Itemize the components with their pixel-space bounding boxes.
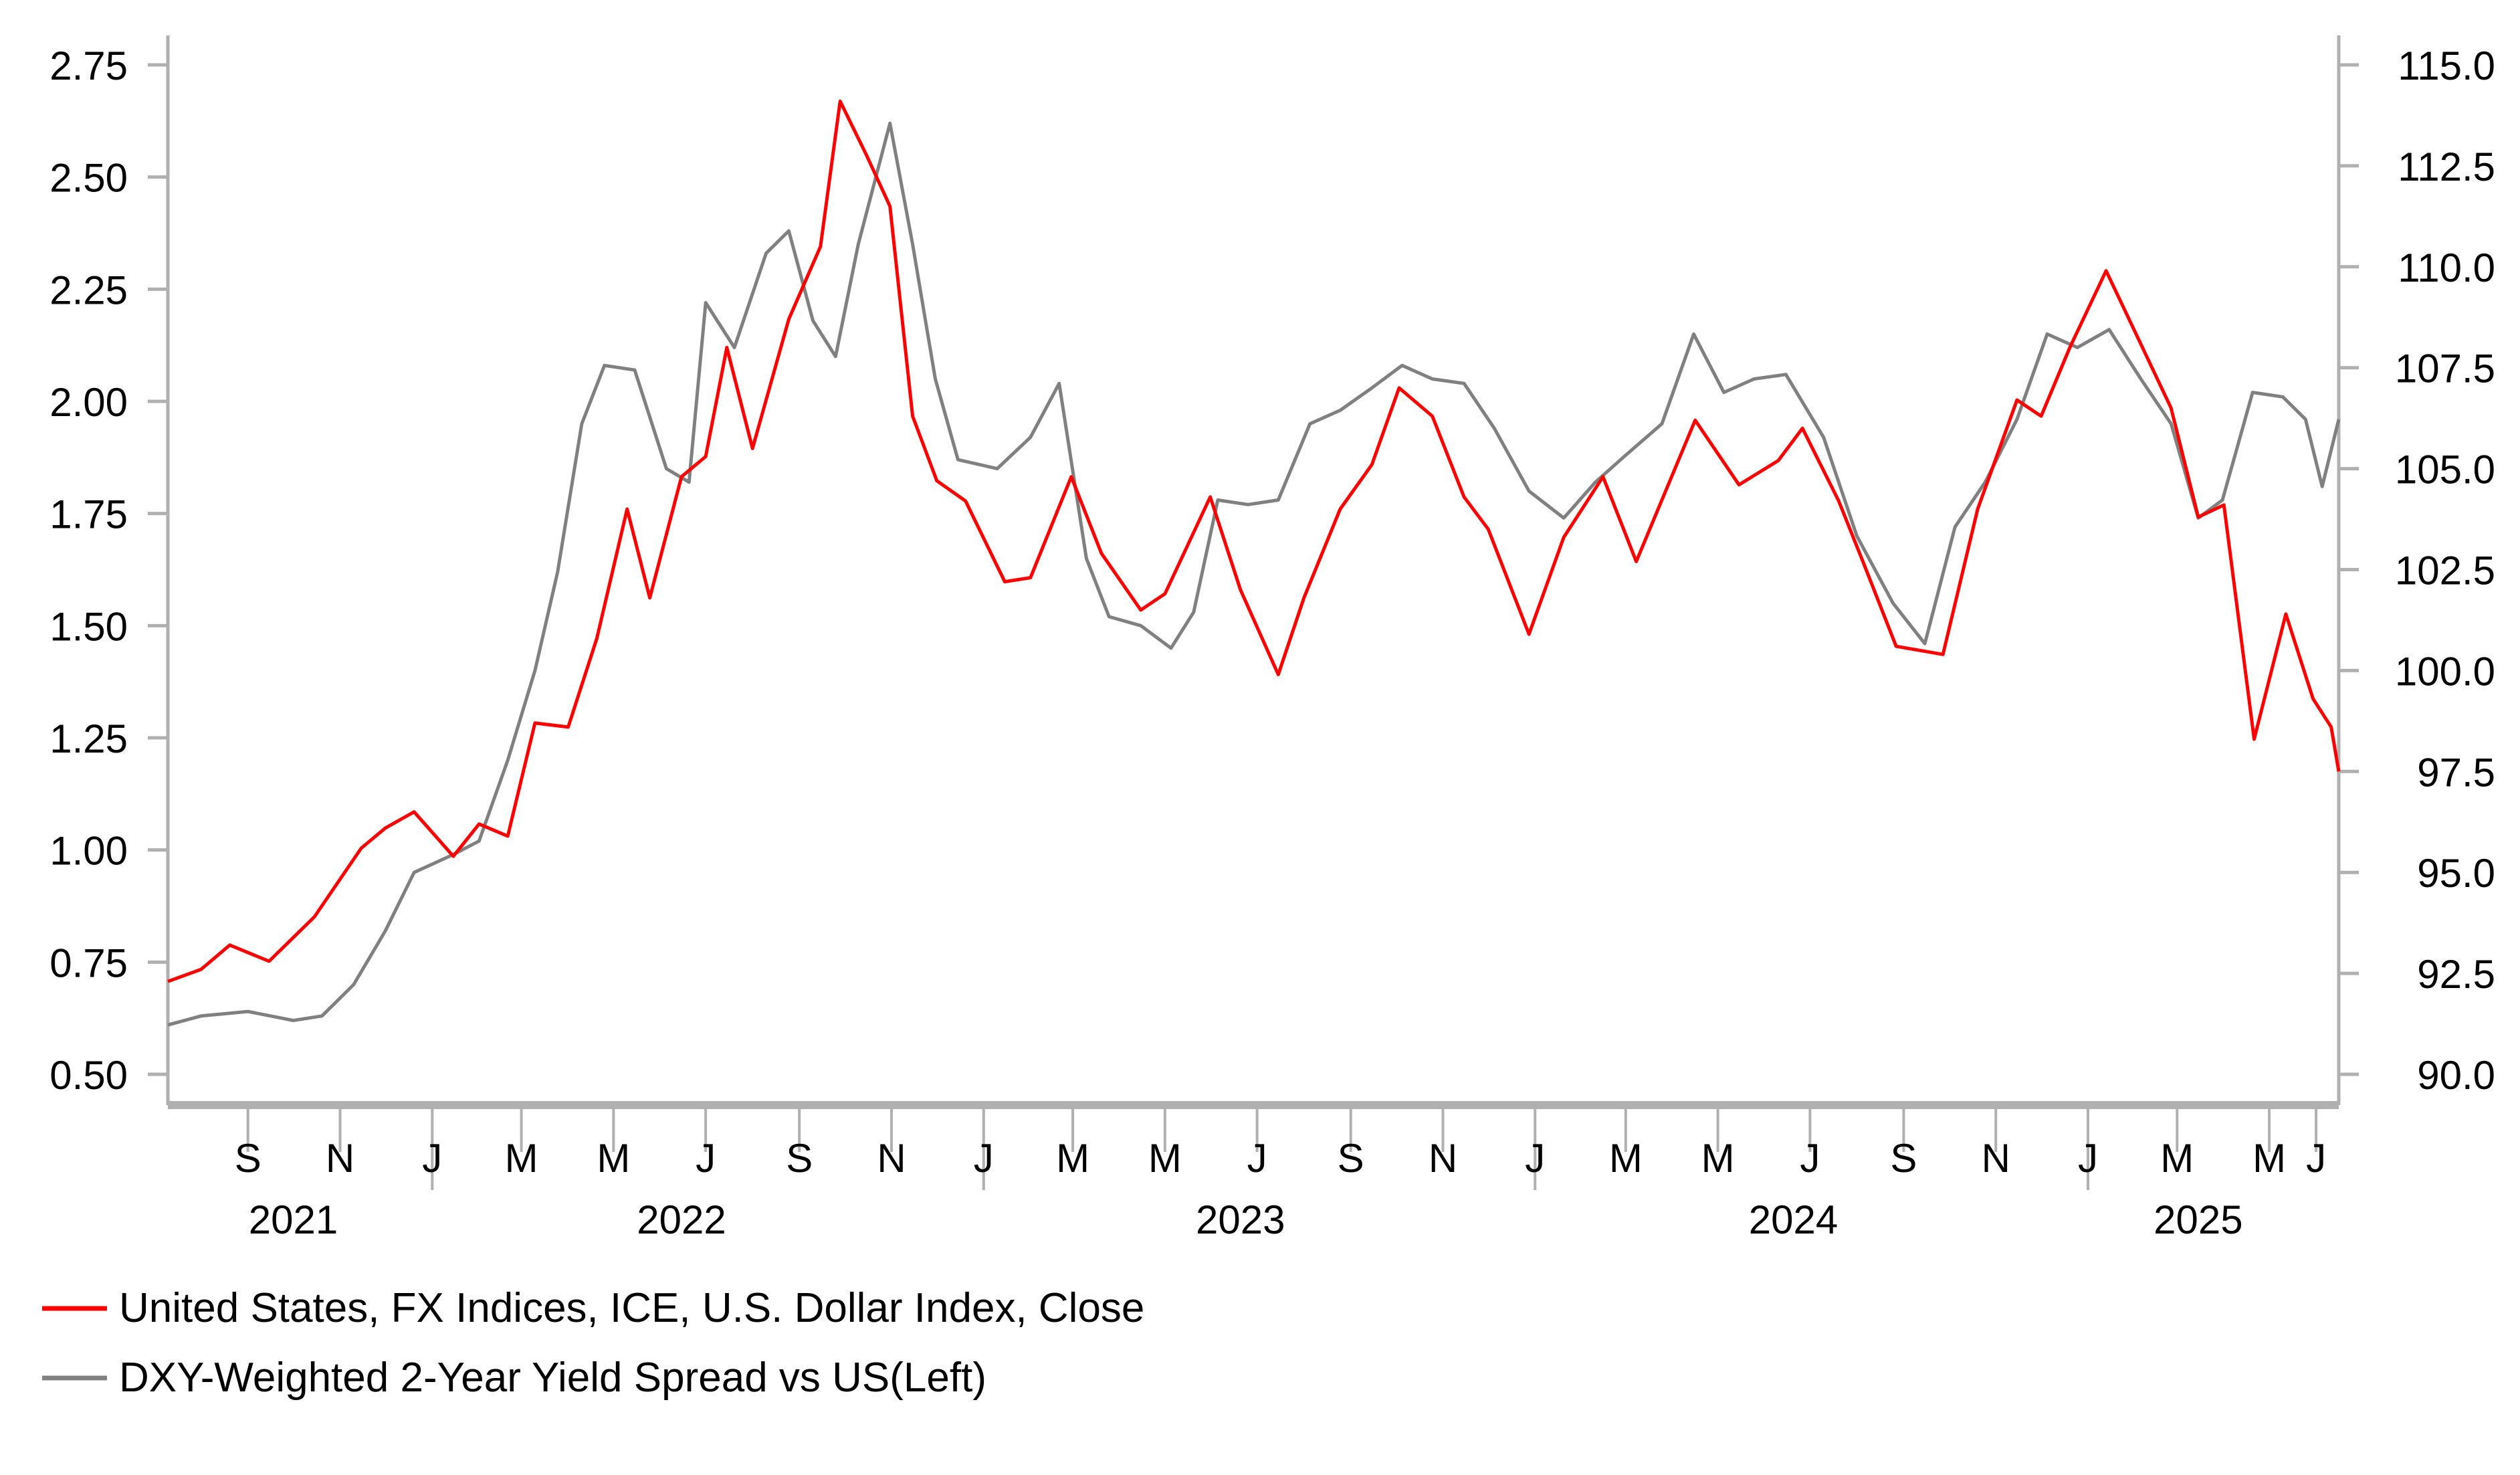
month-tick-label: J	[2306, 1136, 2326, 1181]
month-tick-label: S	[235, 1136, 261, 1181]
month-tick-label: M	[1609, 1136, 1643, 1181]
month-tick-label: S	[786, 1136, 813, 1181]
left-tick-label: 2.50	[49, 156, 128, 201]
right-tick-label: 102.5	[2395, 549, 2495, 593]
month-tick-label: J	[422, 1136, 442, 1181]
right-tick-label: 110.0	[2398, 245, 2495, 290]
left-tick-label: 0.50	[49, 1053, 128, 1098]
right-tick-label: 100.0	[2395, 649, 2495, 694]
month-tick-label: M	[2252, 1136, 2286, 1181]
legend-label: DXY-Weighted 2-Year Yield Spread vs US(L…	[119, 1355, 986, 1401]
legend-label: United States, FX Indices, ICE, U.S. Dol…	[119, 1285, 1144, 1331]
left-tick-label: 2.75	[49, 43, 128, 88]
series-lines	[167, 99, 2341, 1027]
year-label: 2021	[249, 1197, 338, 1242]
month-tick-label: N	[1429, 1136, 1457, 1181]
month-tick-label: M	[505, 1136, 538, 1181]
month-tick-label: N	[326, 1136, 354, 1181]
right-tick-label: 107.5	[2395, 347, 2495, 391]
month-tick-label: J	[696, 1136, 716, 1181]
month-tick-label: M	[1148, 1136, 1182, 1181]
right-tick-label: 95.0	[2417, 851, 2495, 896]
left-tick-label: 2.25	[49, 268, 128, 312]
month-tick-label: M	[597, 1136, 630, 1181]
right-tick-label: 97.5	[2417, 750, 2495, 795]
month-tick-label: J	[2078, 1136, 2098, 1181]
yield-spread-line	[167, 121, 2341, 1027]
left-tick-label: 0.75	[49, 941, 128, 985]
left-tick-label: 1.25	[49, 716, 128, 761]
month-tick-label: M	[2160, 1136, 2194, 1181]
month-tick-label: J	[1800, 1136, 1820, 1181]
month-tick-label: J	[1247, 1136, 1267, 1181]
right-tick-label: 112.5	[2398, 144, 2495, 189]
month-tick-label: N	[877, 1136, 906, 1181]
month-tick-label: J	[1525, 1136, 1545, 1181]
axes: 0.50 0.75 1.00 1.25 1.50 1.75 2.00 2.25 2.50 2.75…	[49, 35, 2495, 1242]
month-tick-label: S	[1338, 1136, 1364, 1181]
left-tick-label: 1.75	[49, 492, 128, 537]
right-tick-label: 105.0	[2395, 448, 2495, 492]
year-label: 2023	[1196, 1197, 1285, 1242]
right-tick-label: 90.0	[2417, 1053, 2495, 1098]
right-tick-label: 92.5	[2417, 952, 2495, 997]
dxy-line	[167, 99, 2341, 983]
left-tick-label: 2.00	[49, 380, 128, 425]
right-tick-label: 115.0	[2398, 43, 2495, 88]
left-tick-label: 1.50	[49, 604, 128, 649]
month-tick-label: S	[1890, 1136, 1917, 1181]
year-label: 2022	[637, 1197, 726, 1242]
left-tick-label: 1.00	[49, 829, 128, 874]
month-tick-label: J	[974, 1136, 994, 1181]
month-tick-label: M	[1056, 1136, 1089, 1181]
year-label: 2025	[2154, 1197, 2242, 1242]
month-tick-label: M	[1701, 1136, 1735, 1181]
legend: United States, FX Indices, ICE, U.S. Dol…	[42, 1285, 1144, 1401]
year-label: 2024	[1749, 1197, 1838, 1242]
month-tick-label: N	[1982, 1136, 2010, 1181]
